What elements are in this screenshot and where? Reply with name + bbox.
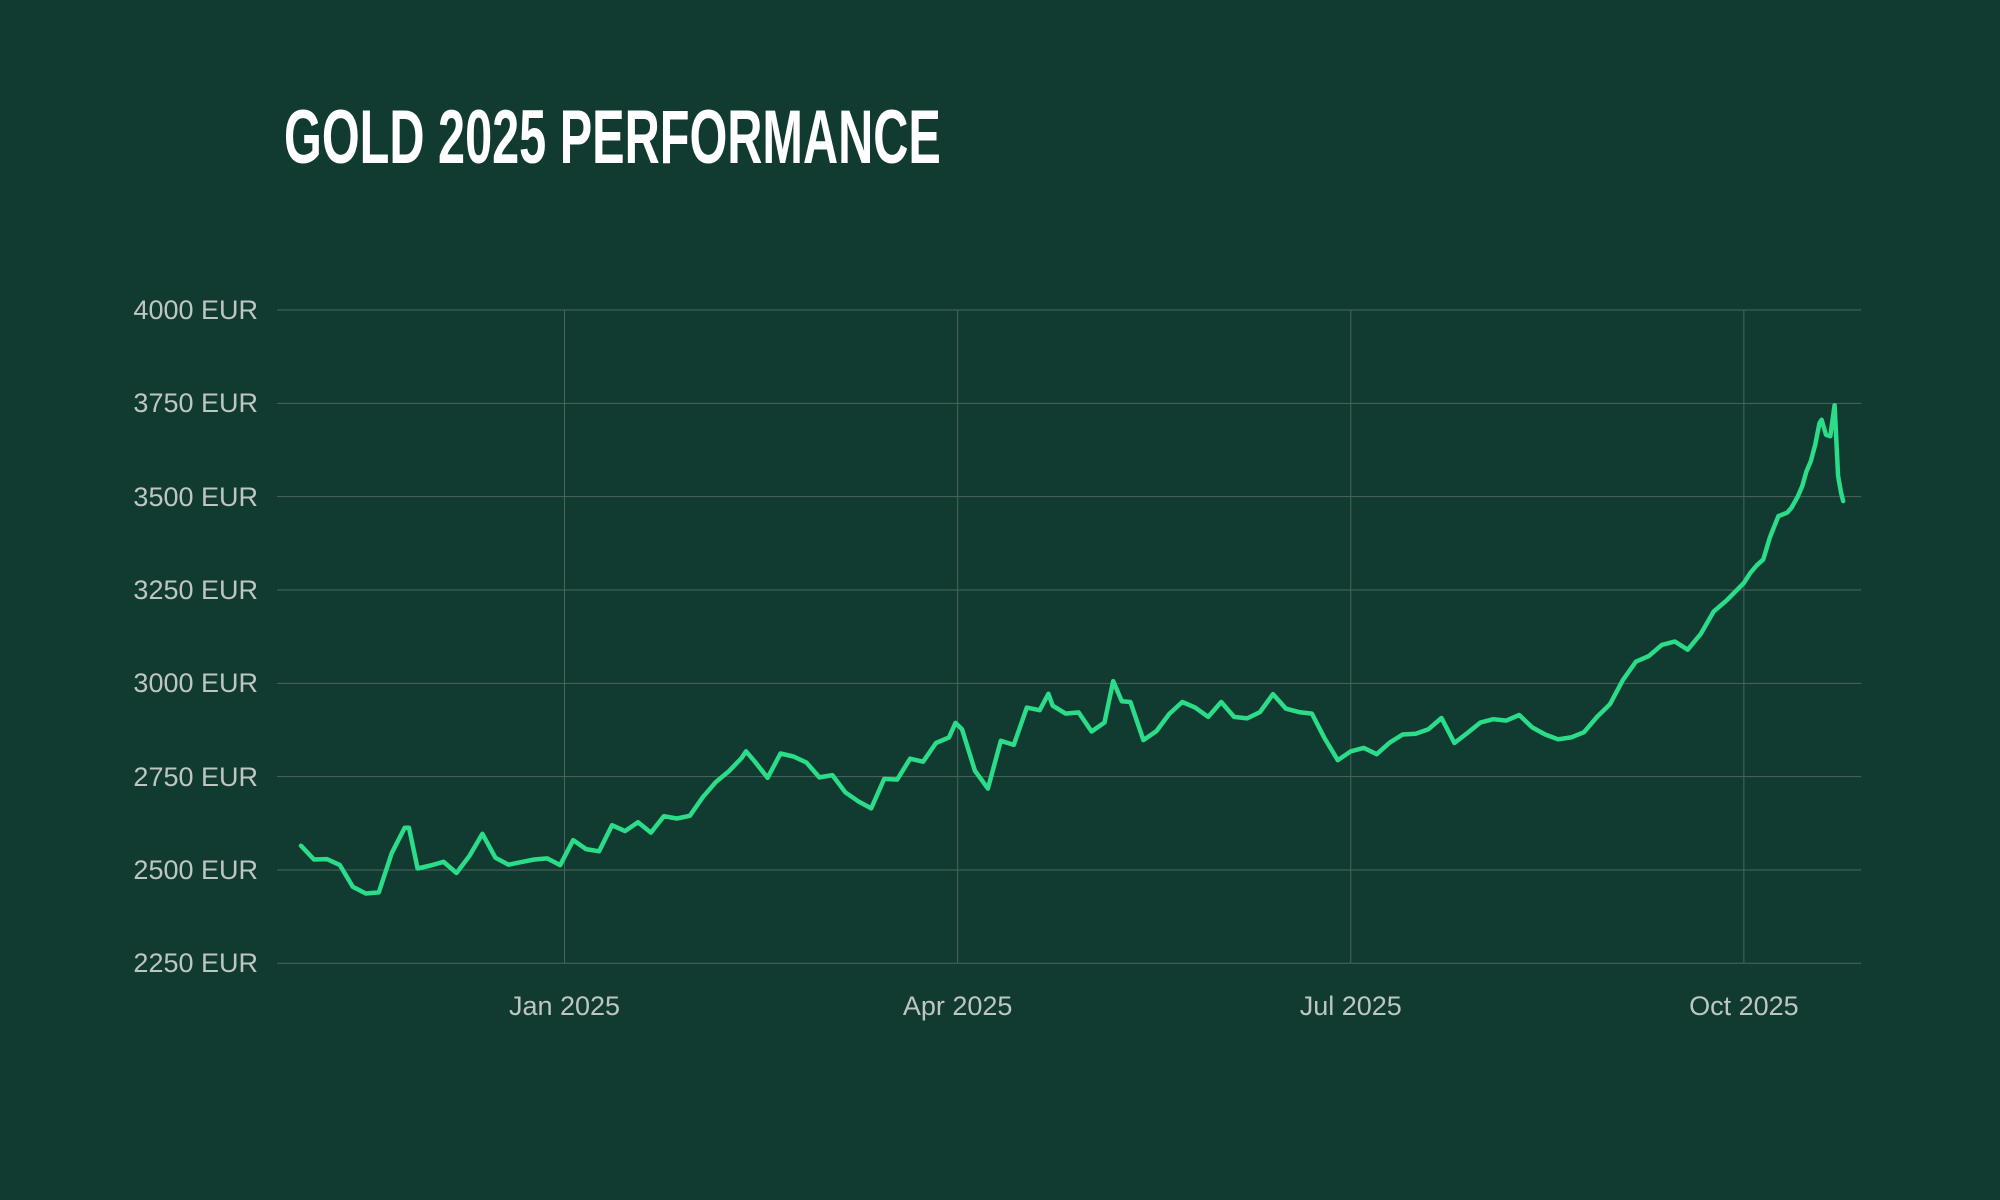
chart-title: GOLD 2025 PERFORMANCE [284,95,941,180]
x-axis-label: Oct 2025 [1689,991,1799,1021]
y-axis-label: 3500 EUR [133,481,258,512]
horizontal-gridlines [277,309,1861,964]
y-axis-label: 3750 EUR [133,388,258,419]
x-axis-label: Jan 2025 [508,991,621,1021]
x-axis-label: Jul 2025 [1299,991,1402,1021]
y-axis-label: 3000 EUR [133,668,258,699]
x-axis-label: Apr 2025 [902,991,1013,1021]
y-axis-label: 2500 EUR [133,854,258,885]
y-axis-label: 2750 EUR [133,761,258,792]
y-axis-label: 3250 EUR [133,574,258,605]
vertical-gridlines [564,310,1745,964]
y-axis-label: 2250 EUR [133,948,258,979]
gold-price-line [298,402,1846,896]
y-axis-label: 4000 EUR [133,295,258,325]
